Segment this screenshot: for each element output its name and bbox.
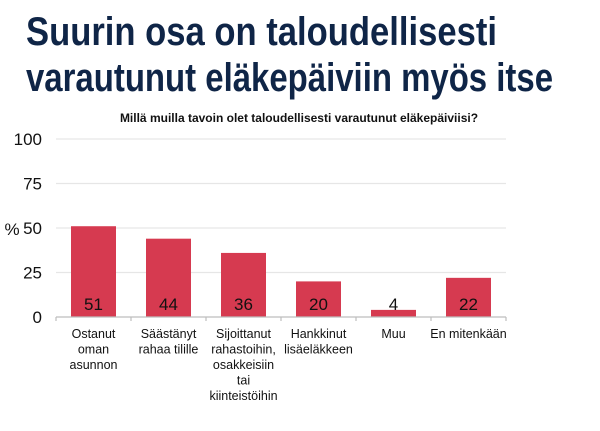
x-tick-label: En mitenkään: [430, 327, 506, 341]
x-tick-label: Hankkinut lisäeläkkeen: [284, 327, 353, 357]
y-tick-label: 50: [23, 219, 42, 238]
bar: [371, 309, 416, 317]
y-tick-label: 75: [23, 175, 42, 194]
x-tick-label: Ostanut oman asunnon: [70, 327, 118, 372]
page-title-line-2: varautunut eläkepäiviin myös itse: [26, 56, 553, 100]
bar: [221, 252, 266, 317]
data-label: 51: [84, 295, 103, 314]
data-label: 22: [459, 295, 478, 314]
y-tick-label: 100: [14, 130, 42, 149]
data-label: 44: [159, 295, 178, 314]
data-label: 36: [234, 295, 253, 314]
bar: [146, 238, 191, 317]
x-tick-label: Sijoittanut rahastoihin, osakkeisiin tai kii…: [209, 327, 277, 403]
x-tick-label: Muu: [381, 327, 405, 341]
page-title-line-1: Suurin osa on taloudellisesti: [26, 10, 497, 54]
bar: [296, 281, 341, 317]
data-label: 4: [389, 295, 398, 314]
x-tick-label: Säästänyt rahaa tilille: [139, 327, 199, 357]
y-tick-label: 25: [23, 264, 42, 283]
bar: [71, 226, 116, 317]
data-label: 20: [309, 295, 328, 314]
y-axis-label: %: [4, 220, 19, 239]
bar: [446, 277, 491, 317]
chart-title: Millä muilla tavoin olet taloudellisesti…: [120, 111, 478, 125]
y-tick-label: 0: [33, 308, 42, 327]
